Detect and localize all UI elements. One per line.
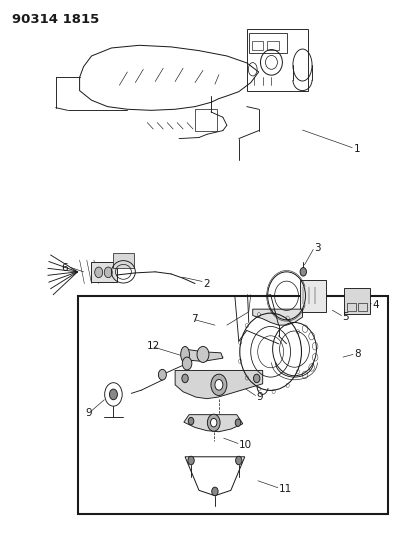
Circle shape bbox=[236, 456, 242, 465]
Text: 90314 1815: 90314 1815 bbox=[12, 13, 99, 26]
Circle shape bbox=[158, 369, 166, 380]
Circle shape bbox=[182, 374, 188, 383]
Circle shape bbox=[197, 346, 209, 362]
Circle shape bbox=[235, 419, 241, 426]
Text: 3: 3 bbox=[314, 243, 321, 253]
Text: 8: 8 bbox=[354, 350, 361, 359]
Text: 12: 12 bbox=[146, 342, 160, 351]
Circle shape bbox=[207, 414, 220, 431]
Circle shape bbox=[254, 374, 260, 383]
Text: 6: 6 bbox=[62, 263, 68, 272]
Text: 9: 9 bbox=[257, 392, 263, 402]
Text: 11: 11 bbox=[279, 484, 292, 494]
Circle shape bbox=[211, 418, 217, 427]
Circle shape bbox=[109, 389, 117, 400]
Polygon shape bbox=[253, 309, 302, 325]
Circle shape bbox=[300, 268, 306, 276]
Bar bbox=[344, 288, 370, 314]
Text: 9: 9 bbox=[86, 408, 92, 418]
Circle shape bbox=[182, 357, 192, 370]
Polygon shape bbox=[184, 415, 243, 432]
Text: 1: 1 bbox=[354, 144, 361, 154]
Text: 5: 5 bbox=[342, 312, 349, 322]
Bar bbox=[113, 253, 134, 268]
Bar bbox=[300, 280, 326, 312]
Circle shape bbox=[211, 374, 227, 395]
Ellipse shape bbox=[181, 346, 189, 362]
Circle shape bbox=[104, 267, 112, 278]
Bar bbox=[267, 41, 279, 50]
Text: 2: 2 bbox=[203, 279, 210, 288]
Bar bbox=[91, 262, 117, 282]
Circle shape bbox=[215, 379, 223, 390]
Circle shape bbox=[212, 487, 218, 496]
Circle shape bbox=[188, 417, 194, 425]
Text: 7: 7 bbox=[191, 314, 198, 324]
Polygon shape bbox=[175, 370, 263, 399]
Bar bbox=[78, 296, 388, 514]
Circle shape bbox=[188, 456, 194, 465]
Polygon shape bbox=[183, 349, 223, 361]
Bar bbox=[249, 33, 287, 53]
Bar bbox=[347, 303, 356, 311]
Text: 10: 10 bbox=[239, 440, 252, 450]
Text: 4: 4 bbox=[372, 300, 379, 310]
Bar bbox=[247, 29, 308, 91]
Bar bbox=[252, 41, 263, 50]
Bar bbox=[195, 109, 217, 131]
Bar bbox=[358, 303, 367, 311]
Circle shape bbox=[95, 267, 103, 278]
